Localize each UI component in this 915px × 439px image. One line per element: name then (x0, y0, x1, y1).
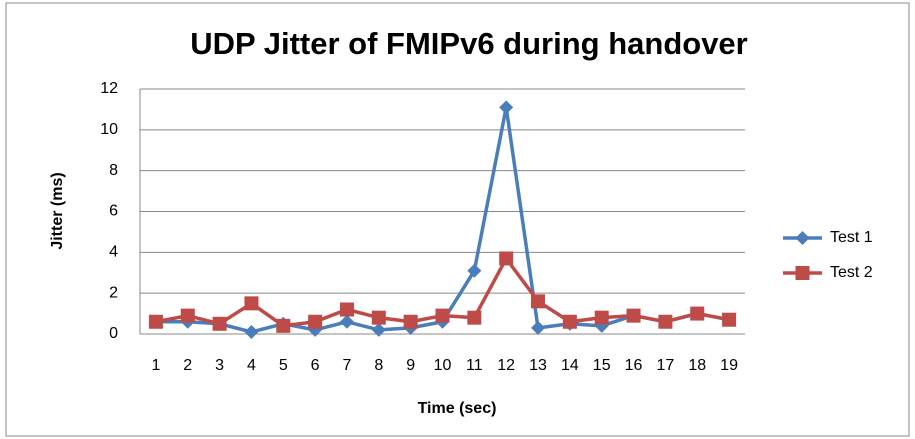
x-tick-label: 1 (151, 357, 160, 374)
marker (435, 308, 450, 323)
marker (308, 314, 323, 329)
x-tick-label: 19 (720, 357, 738, 374)
marker (148, 314, 163, 329)
marker (795, 266, 810, 280)
marker (467, 263, 482, 278)
x-tick-label: 7 (343, 357, 352, 374)
marker (658, 314, 673, 329)
x-tick-label: 16 (625, 357, 643, 374)
chart-border (5, 2, 910, 437)
x-tick-label: 3 (215, 357, 224, 374)
x-tick-label: 4 (247, 357, 256, 374)
x-tick-label: 11 (466, 357, 483, 374)
marker (722, 312, 737, 327)
marker (212, 316, 227, 331)
x-tick-label: 10 (434, 357, 452, 374)
x-tick-label: 9 (406, 357, 415, 374)
legend-label: Test 1 (830, 229, 873, 246)
marker (180, 308, 195, 323)
y-tick-label: 8 (109, 162, 118, 179)
marker (276, 318, 291, 333)
marker (499, 100, 514, 115)
marker (244, 324, 259, 339)
marker (531, 320, 546, 335)
marker (371, 322, 386, 337)
legend-label: Test 2 (830, 264, 873, 281)
marker (594, 310, 609, 325)
marker (562, 314, 577, 329)
marker (467, 310, 482, 325)
y-tick-label: 0 (109, 325, 118, 342)
x-tick-label: 5 (279, 357, 288, 374)
marker (499, 251, 514, 266)
y-axis-label: Jitter (ms) (49, 172, 66, 249)
x-tick-label: 15 (593, 357, 611, 374)
x-tick-label: 17 (656, 357, 674, 374)
marker (690, 306, 705, 321)
x-axis-label: Time (sec) (418, 400, 497, 417)
y-tick-label: 12 (100, 80, 118, 97)
y-tick-label: 6 (109, 203, 118, 220)
marker (339, 302, 354, 317)
marker (371, 310, 386, 325)
marker (531, 294, 546, 309)
chart-title: UDP Jitter of FMIPv6 during handover (190, 26, 748, 61)
x-tick-label: 12 (497, 357, 515, 374)
x-tick-label: 2 (183, 357, 192, 374)
marker (795, 231, 810, 245)
marker (626, 308, 641, 323)
marker (403, 314, 418, 329)
x-tick-label: 6 (311, 357, 320, 374)
y-tick-label: 10 (100, 121, 118, 138)
y-tick-label: 4 (109, 244, 118, 261)
marker (244, 296, 259, 311)
marker (339, 314, 354, 329)
y-tick-label: 2 (109, 284, 118, 301)
x-tick-label: 8 (374, 357, 383, 374)
x-tick-label: 14 (561, 357, 579, 374)
x-tick-label: 18 (688, 357, 706, 374)
x-tick-label: 13 (529, 357, 547, 374)
